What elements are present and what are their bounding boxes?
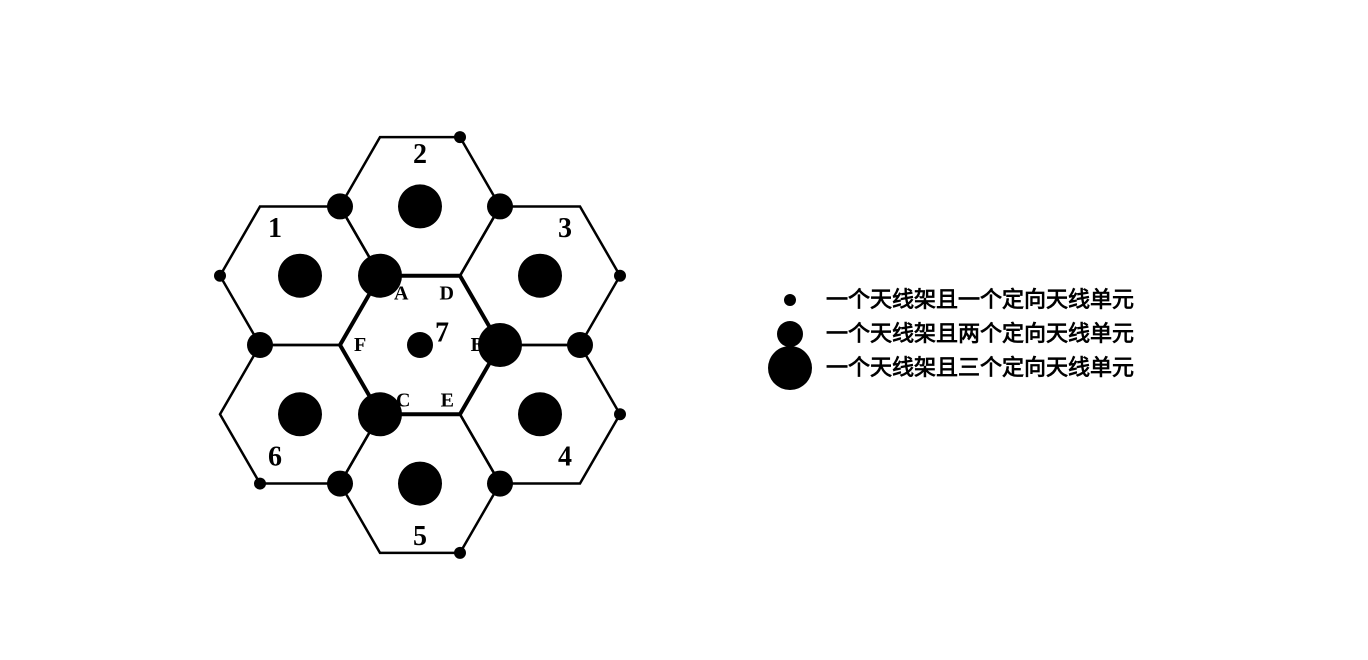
vertex-label-B: B (471, 334, 484, 356)
vertex-label-E: E (441, 389, 454, 411)
pair-vertex-dot-4-5 (487, 471, 513, 497)
center-dot-1 (278, 254, 322, 298)
center-dot-2 (398, 184, 442, 228)
lone-vertex-dot-4 (614, 408, 626, 420)
legend-dot-medium (777, 321, 803, 347)
hex-label-3: 3 (558, 213, 572, 244)
center-dot-5 (398, 462, 442, 506)
lone-vertex-dot-6 (254, 478, 266, 490)
lone-vertex-dot-5 (454, 547, 466, 559)
hex-label-5: 5 (413, 521, 427, 552)
center-dot-4 (518, 392, 562, 436)
pair-vertex-dot-3-4 (567, 332, 593, 358)
legend-dot-small (784, 294, 796, 306)
vertex-label-D: D (440, 283, 454, 305)
lone-vertex-dot-3 (614, 270, 626, 282)
pair-vertex-dot-1-2 (327, 193, 353, 219)
hex-label-1: 1 (268, 213, 282, 244)
hexagon-diagram: 1 2 3 4 5 6 7 A D F B C E 一个天线架且一个定向天线单元一个天线架且两个定向天线单… (0, 0, 1368, 660)
legend-text-0: 一个天线架且一个定向天线单元 (826, 287, 1134, 312)
lone-vertex-dot-2 (454, 131, 466, 143)
pair-vertex-dot-2-3 (487, 193, 513, 219)
center-dot-3 (518, 254, 562, 298)
pair-vertex-dot-6-1 (247, 332, 273, 358)
hex-label-7: 7 (435, 317, 449, 348)
legend-text-2: 一个天线架且三个定向天线单元 (826, 355, 1134, 380)
legend-dot-large (768, 346, 812, 390)
vertex-label-A: A (394, 283, 409, 305)
hex-label-2: 2 (413, 139, 427, 170)
center-dot-7 (407, 332, 433, 358)
legend-text-1: 一个天线架且两个定向天线单元 (826, 321, 1134, 346)
pair-vertex-dot-5-6 (327, 471, 353, 497)
hex-label-4: 4 (558, 442, 572, 473)
hex-label-6: 6 (268, 442, 282, 473)
vertex-label-C: C (396, 389, 410, 411)
lone-vertex-dot-1 (214, 270, 226, 282)
center-dot-6 (278, 392, 322, 436)
vertex-label-F: F (354, 334, 366, 356)
vertex-dot-B (478, 323, 522, 367)
